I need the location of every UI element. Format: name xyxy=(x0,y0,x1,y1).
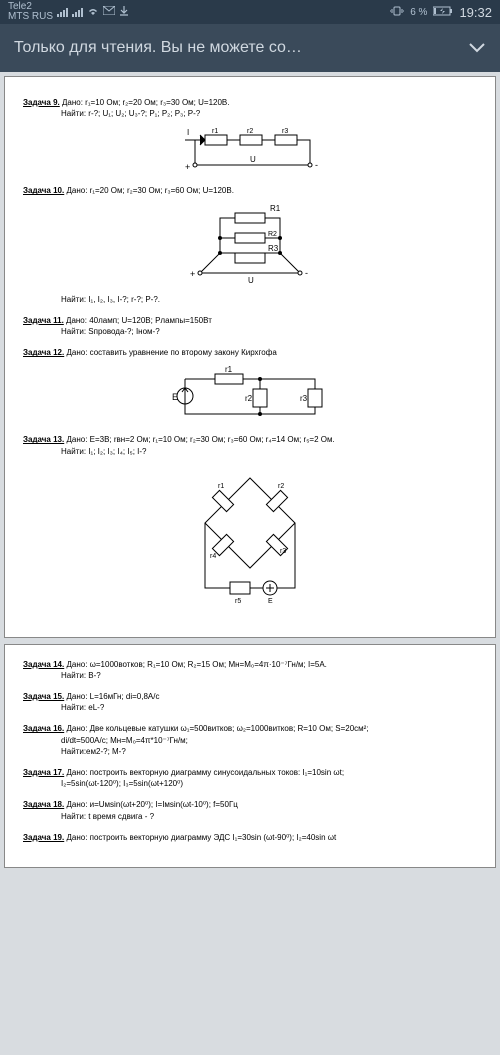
d13-r1: r1 xyxy=(218,483,224,490)
task-9-find: Найти: r-?; U₁; U₂; U₃-?; P₁; P₂; P₃; P-… xyxy=(61,108,477,119)
d12-r1: r1 xyxy=(225,365,233,374)
diagram-9: I r1 r2 r3 U + - xyxy=(165,125,335,175)
diagram-10: R1 R2 R3 U + - xyxy=(170,203,330,288)
diagram-13: r1 r2 r3 r4 r5 E xyxy=(180,463,320,613)
d10-U: U xyxy=(248,276,254,285)
d9-r1: r1 xyxy=(212,128,218,135)
vibrate-icon xyxy=(390,6,404,19)
task-11-given: Дано: 40ламп; U=120B; Pлампы=150Вт xyxy=(64,316,212,325)
task-19-given: Дано: построить векторную диаграмму ЭДС … xyxy=(64,833,336,842)
task-18-find: Найти: t время сдвига - ? xyxy=(61,811,477,822)
task-15-find: Найти: eL-? xyxy=(61,702,477,713)
d10-minus: - xyxy=(305,268,308,278)
task-17-given2: I₂=5sin(ωt-120⁰); I₃=5sin(ωt+120⁰) xyxy=(61,778,477,789)
task-13-find: Найти: I₁; I₂; I₃; I₄; I₅; I-? xyxy=(61,446,477,457)
task-13: Задача 13. Дано: E=3В; rвн=2 Ом; r₁=10 О… xyxy=(23,434,477,612)
task-15-given: Дано: L=16мГн; di=0,8А/с xyxy=(64,692,159,701)
d12-r3: r3 xyxy=(300,394,308,403)
d9-r3: r3 xyxy=(282,128,288,135)
task-14-find: Найти: B-? xyxy=(61,670,477,681)
app-header: Только для чтения. Вы не можете со… xyxy=(0,24,500,72)
mail-icon xyxy=(103,6,115,18)
d12-r2: r2 xyxy=(245,394,253,403)
page-2: Задача 14. Дано: ω=1000вотков; R₁=10 Ом;… xyxy=(4,644,496,868)
d9-I: I xyxy=(187,128,189,137)
battery-percent: 6 % xyxy=(410,7,427,18)
battery-icon xyxy=(433,6,453,19)
task-17-given: Дано: построить векторную диаграмму сину… xyxy=(64,768,344,777)
task-16: Задача 16. Дано: Две кольцевые катушки ω… xyxy=(23,723,477,757)
d10-R3: R3 xyxy=(268,244,279,253)
d10-R2: R2 xyxy=(268,231,277,238)
task-16-find: Найти:eм2-?; M-? xyxy=(61,746,477,757)
document-viewport[interactable]: Задача 9. Дано: r₁=10 Ом; r₂=20 Ом; r₃=3… xyxy=(0,72,500,1055)
task-13-title: Задача 13. xyxy=(23,435,64,444)
task-14-title: Задача 14. xyxy=(23,660,64,669)
task-9-given: Дано: r₁=10 Ом; r₂=20 Ом; r₃=30 Ом; U=12… xyxy=(60,98,230,107)
task-13-given: Дано: E=3В; rвн=2 Ом; r₁=10 Ом; r₂=30 Ом… xyxy=(64,435,335,444)
d10-plus: + xyxy=(190,269,195,279)
task-12: Задача 12. Дано: составить уравнение по … xyxy=(23,347,477,424)
task-10-given: Дано: r₁=20 Ом; r₂=30 Ом; r₃=60 Ом; U=12… xyxy=(64,186,234,195)
task-11-title: Задача 11. xyxy=(23,316,64,325)
task-11-find: Найти: Sпровода-?; Iном-? xyxy=(61,326,477,337)
task-9: Задача 9. Дано: r₁=10 Ом; r₂=20 Ом; r₃=3… xyxy=(23,97,477,175)
task-14-given: Дано: ω=1000вотков; R₁=10 Ом; R₂=15 Ом; … xyxy=(64,660,327,669)
task-16-title: Задача 16. xyxy=(23,724,64,733)
page-1: Задача 9. Дано: r₁=10 Ом; r₂=20 Ом; r₃=3… xyxy=(4,76,496,638)
status-left: Tele2 MTS RUS xyxy=(8,2,129,22)
task-17-title: Задача 17. xyxy=(23,768,64,777)
task-10: Задача 10. Дано: r₁=20 Ом; r₂=30 Ом; r₃=… xyxy=(23,185,477,304)
d9-minus: - xyxy=(315,160,318,170)
status-right: 6 % 19:32 xyxy=(390,5,492,20)
d13-r3: r3 xyxy=(280,548,286,555)
d9-U: U xyxy=(250,155,256,164)
d12-E: E xyxy=(172,392,178,402)
task-16-given2: di/dt=500А/с; Mн=M₀=4π*10⁻⁷Гн/м; xyxy=(61,735,477,746)
chevron-down-icon[interactable] xyxy=(468,37,486,60)
d9-r2: r2 xyxy=(247,128,253,135)
task-18: Задача 18. Дано: и=Uмsin(ωt+20⁰); I=Iмsi… xyxy=(23,799,477,821)
task-19-title: Задача 19. xyxy=(23,833,64,842)
task-11: Задача 11. Дано: 40ламп; U=120B; Pлампы=… xyxy=(23,315,477,337)
d13-r2: r2 xyxy=(278,483,284,490)
task-10-find: Найти: I₁, I₂, I₃, I-?; r-?; P-?. xyxy=(61,294,477,305)
task-14: Задача 14. Дано: ω=1000вотков; R₁=10 Ом;… xyxy=(23,659,477,681)
wifi-icon xyxy=(87,6,99,19)
header-title: Только для чтения. Вы не можете со… xyxy=(14,39,302,57)
d13-E: E xyxy=(268,598,273,605)
task-18-given: Дано: и=Uмsin(ωt+20⁰); I=Iмsin(ωt-10⁰); … xyxy=(64,800,238,809)
clock: 19:32 xyxy=(459,5,492,20)
task-15: Задача 15. Дано: L=16мГн; di=0,8А/с Найт… xyxy=(23,691,477,713)
task-12-title: Задача 12. xyxy=(23,348,64,357)
status-bar: Tele2 MTS RUS 6 % 19:32 xyxy=(0,0,500,24)
d10-R1: R1 xyxy=(270,204,281,213)
task-10-title: Задача 10. xyxy=(23,186,64,195)
d13-r5: r5 xyxy=(235,598,241,605)
task-12-given: Дано: составить уравнение по второму зак… xyxy=(64,348,277,357)
diagram-12: E r1 r2 r3 xyxy=(160,364,340,424)
download-icon xyxy=(119,6,129,19)
task-18-title: Задача 18. xyxy=(23,800,64,809)
d9-plus: + xyxy=(185,162,190,172)
task-9-title: Задача 9. xyxy=(23,98,60,107)
signal-icon-2 xyxy=(72,8,83,17)
task-15-title: Задача 15. xyxy=(23,692,64,701)
task-19: Задача 19. Дано: построить векторную диа… xyxy=(23,832,477,843)
task-17: Задача 17. Дано: построить векторную диа… xyxy=(23,767,477,789)
task-16-given: Дано: Две кольцевые катушки ω₁=500витков… xyxy=(64,724,368,733)
carrier-2: MTS RUS xyxy=(8,12,53,22)
signal-icon-1 xyxy=(57,8,68,17)
d13-r4: r4 xyxy=(210,553,216,560)
